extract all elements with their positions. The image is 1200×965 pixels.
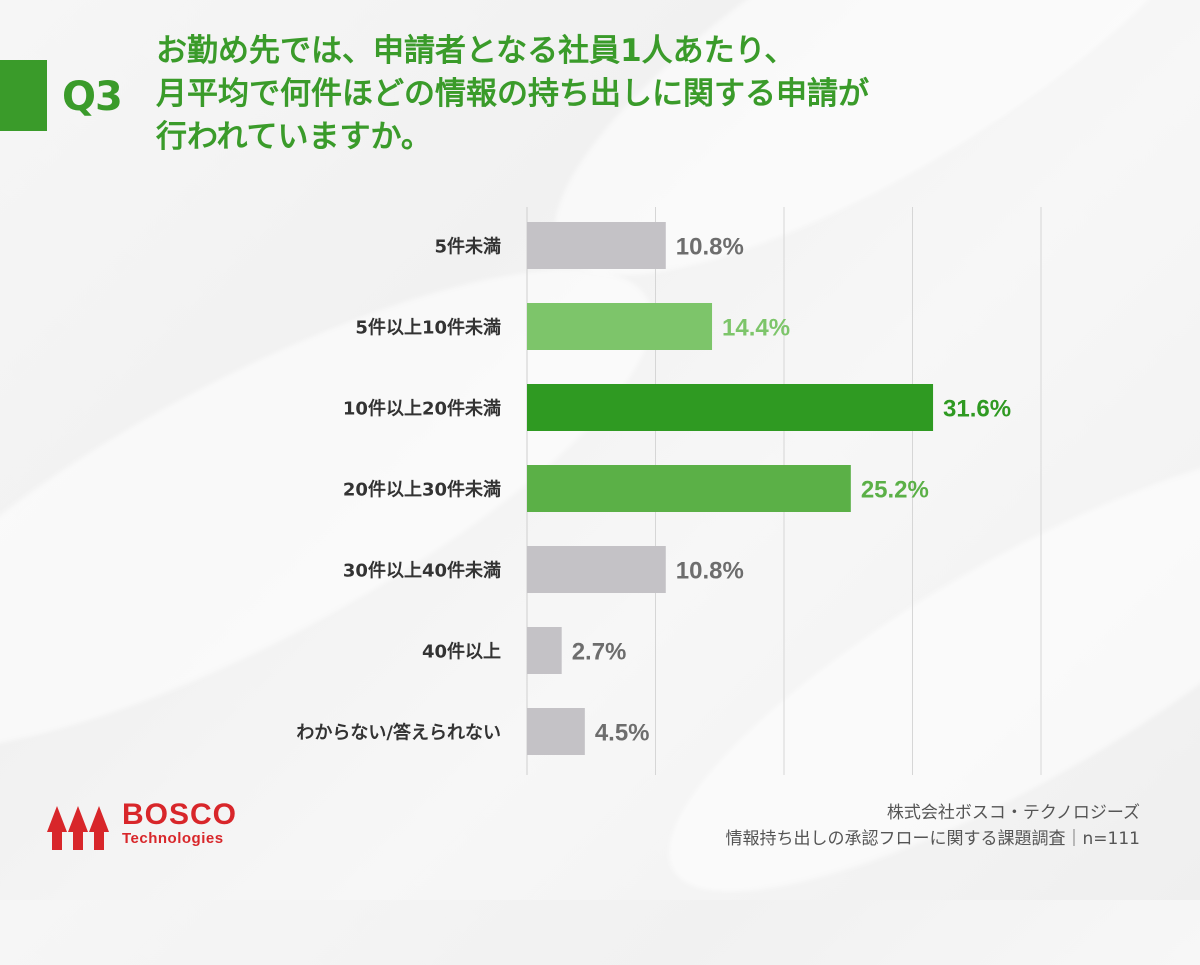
footer-credit: 株式会社ボスコ・テクノロジーズ 情報持ち出しの承認フローに関する課題調査｜n=1…: [726, 800, 1140, 852]
bar: [527, 222, 666, 269]
bar: [527, 546, 666, 593]
category-label: 40件以上: [422, 641, 501, 663]
value-label: 31.6%: [943, 396, 1011, 423]
category-label: 10件以上20件未満: [343, 398, 501, 420]
question-line: 行われていますか。: [156, 119, 432, 155]
footer-company: 株式会社ボスコ・テクノロジーズ: [886, 803, 1140, 823]
question-line: 月平均で何件ほどの情報の持ち出しに関する申請が: [156, 76, 869, 112]
category-label: わからない/答えられない: [296, 722, 501, 744]
value-label: 10.8%: [676, 234, 744, 261]
question-accent-bar: [0, 60, 47, 131]
bar: [527, 627, 562, 674]
question-line: お勤め先では、申請者となる社員1人あたり、: [156, 33, 796, 69]
value-label: 25.2%: [861, 477, 929, 504]
footer-survey: 情報持ち出しの承認フローに関する課題調査｜n=111: [725, 829, 1140, 849]
bar-chart: 5件未満 10.8% 5件以上10件未満 14.4% 10件以上20件未満 31.6% 20…: [296, 207, 1042, 775]
value-label: 4.5%: [595, 720, 650, 747]
bar: [527, 384, 934, 431]
logo-subtitle: Technologies: [122, 830, 224, 847]
category-label: 5件未満: [434, 236, 501, 258]
category-label: 5件以上10件未満: [355, 317, 501, 339]
value-label: 14.4%: [722, 315, 790, 342]
bar: [527, 465, 851, 512]
category-label: 20件以上30件未満: [343, 479, 501, 501]
bosco-logo: BOSCO Technologies: [46, 798, 266, 855]
bar: [527, 708, 585, 755]
value-label: 2.7%: [572, 639, 627, 666]
value-label: 10.8%: [676, 558, 744, 585]
category-label: 30件以上40件未満: [343, 560, 501, 582]
bar: [527, 303, 713, 350]
question-text: お勤め先では、申請者となる社員1人あたり、 月平均で何件ほどの情報の持ち出しに関…: [156, 30, 1056, 159]
logo-wordmark: BOSCO: [122, 798, 238, 831]
bosco-logo-mark-icon: [47, 806, 109, 850]
question-number: Q3: [62, 74, 123, 120]
